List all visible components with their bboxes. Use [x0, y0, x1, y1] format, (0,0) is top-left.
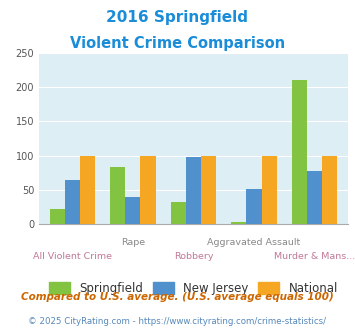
Text: Robbery: Robbery: [174, 252, 213, 261]
Bar: [246, 189, 262, 224]
Bar: [171, 202, 186, 224]
Text: Rape: Rape: [121, 238, 145, 247]
Bar: [322, 156, 337, 224]
Bar: [307, 171, 322, 224]
Bar: [110, 167, 125, 224]
Text: Violent Crime Comparison: Violent Crime Comparison: [70, 36, 285, 51]
Text: © 2025 CityRating.com - https://www.cityrating.com/crime-statistics/: © 2025 CityRating.com - https://www.city…: [28, 317, 327, 326]
Bar: [65, 181, 80, 224]
Legend: Springfield, New Jersey, National: Springfield, New Jersey, National: [49, 282, 338, 295]
Bar: [201, 156, 216, 224]
Bar: [141, 156, 155, 224]
Text: Compared to U.S. average. (U.S. average equals 100): Compared to U.S. average. (U.S. average …: [21, 292, 334, 302]
Bar: [50, 209, 65, 224]
Text: Murder & Mans...: Murder & Mans...: [274, 252, 355, 261]
Bar: [80, 156, 95, 224]
Bar: [186, 157, 201, 224]
Text: All Violent Crime: All Violent Crime: [33, 252, 112, 261]
Bar: [262, 156, 277, 224]
Text: Aggravated Assault: Aggravated Assault: [207, 238, 301, 247]
Text: 2016 Springfield: 2016 Springfield: [106, 10, 248, 25]
Bar: [125, 197, 141, 224]
Bar: [292, 80, 307, 224]
Bar: [231, 222, 246, 224]
